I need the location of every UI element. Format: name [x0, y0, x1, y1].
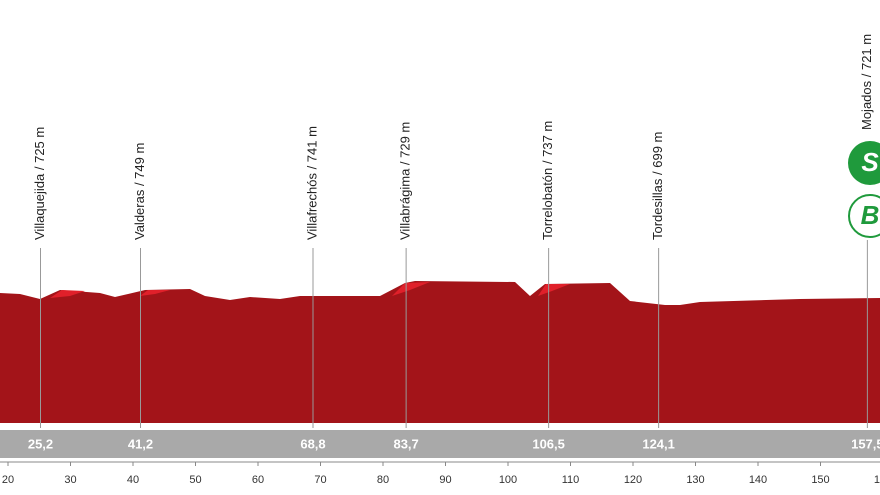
x-tick-label: 110 — [562, 474, 580, 486]
town-label: Torrelobatón / 737 m — [540, 121, 555, 240]
town-label: Villabrágima / 729 m — [398, 122, 413, 240]
km-label: 68,8 — [300, 436, 325, 451]
climb-highlight — [140, 290, 170, 296]
x-tick-label: 70 — [314, 474, 326, 486]
x-tick-label: 90 — [439, 474, 451, 486]
km-band — [0, 430, 880, 458]
climb-highlight — [392, 282, 430, 296]
x-tick-label: 50 — [189, 474, 201, 486]
x-tick-label: 120 — [624, 474, 642, 486]
badge-letter: S — [861, 147, 879, 177]
x-tick-label: 160 — [874, 474, 880, 486]
km-label: 25,2 — [28, 436, 53, 451]
km-label: 157,5 — [851, 436, 880, 451]
town-label: Villafrechós / 741 m — [304, 126, 319, 240]
badge — [848, 194, 880, 238]
badge — [848, 141, 880, 185]
town-label: Valderas / 749 m — [132, 143, 147, 240]
town-label: Tordesillas / 699 m — [650, 132, 665, 240]
x-tick-label: 150 — [811, 474, 829, 486]
town-label: Mojados / 721 m — [859, 34, 874, 130]
x-tick-label: 30 — [64, 474, 76, 486]
x-tick-label: 60 — [252, 474, 264, 486]
x-tick-label: 130 — [686, 474, 704, 486]
x-tick-label: 80 — [377, 474, 389, 486]
climb-highlight — [50, 290, 85, 298]
x-tick-label: 20 — [2, 474, 14, 486]
x-tick-label: 140 — [749, 474, 767, 486]
km-label: 41,2 — [128, 436, 153, 451]
km-label: 106,5 — [532, 436, 565, 451]
badge-letter: B — [861, 200, 880, 230]
town-label: Villaquejida / 725 m — [32, 127, 47, 240]
x-tick-label: 40 — [127, 474, 139, 486]
elevation-profile — [0, 281, 880, 423]
climb-highlight — [538, 284, 570, 296]
km-label: 124,1 — [642, 436, 675, 451]
km-label: 83,7 — [393, 436, 418, 451]
x-tick-label: 100 — [499, 474, 517, 486]
